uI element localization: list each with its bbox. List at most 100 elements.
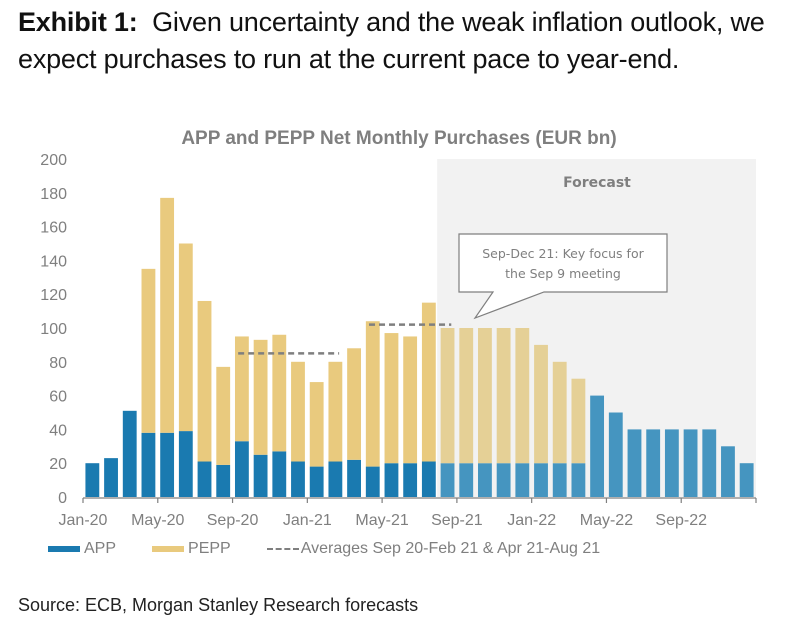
bar-app [459,463,474,497]
bar-pepp [291,361,305,462]
legend-swatch-averages [266,548,299,550]
bar-app [178,431,193,497]
bar-pepp [552,361,567,464]
x-axis: Jan-20 May-20 Sep-20 Jan-21 May-21 Sep-21 Jan-… [59,497,757,529]
y-tick-label: 60 [49,389,67,406]
chart-title: APP and PEPP Net Monthly Purchases (EUR … [181,128,617,149]
y-tick-label: 200 [40,152,67,169]
bar-pepp [141,268,156,433]
bar-pepp [496,328,511,464]
y-tick-label: 160 [40,220,67,237]
exhibit-label: Exhibit 1: [18,7,138,37]
bars [85,197,754,497]
bar-app [216,464,231,497]
bar-app [534,463,548,497]
x-tick-label: Jan-22 [507,512,556,529]
y-tick-label: 40 [49,422,67,439]
bar-pepp [440,328,455,464]
legend-swatch-app [48,546,80,552]
x-tick-label: Jan-21 [283,512,332,529]
y-tick-label: 140 [40,253,67,270]
exhibit-text: Given uncertainty and the weak inflation… [18,7,765,74]
chart: Forecast 0 20 40 60 80 100 120 140 160 180 200 Jan… [40,152,757,529]
bar-app [122,410,137,497]
bar-app [365,466,380,497]
bar-pepp [309,382,324,467]
bar-pepp [216,366,231,465]
callout-box [458,233,668,320]
bar-app [590,395,605,497]
bar-app [197,461,212,497]
bar-pepp [197,300,212,462]
bar-app [85,463,100,497]
bar-app [664,429,679,497]
x-tick-label: Sep-22 [655,512,707,529]
bar-pepp [515,328,530,464]
x-tick-label: Sep-21 [431,512,483,529]
bar-pepp [534,344,548,464]
bar-pepp [253,339,268,455]
x-tick-label: May-22 [580,512,633,529]
legend-label-averages: Averages Sep 20-Feb 21 & Apr 21-Aug 21 [300,540,601,557]
bar-app [141,432,156,497]
bar-app [440,463,455,497]
bar-app [552,463,567,497]
bar-app [627,429,642,497]
bar-app [571,463,586,497]
bar-app [478,463,492,497]
legend-label-pepp: PEPP [188,540,231,557]
bar-app [291,461,305,497]
bar-pepp [421,302,436,462]
callout: Sep-Dec 21: Key focus for the Sep 9 meet… [458,233,668,320]
legend-swatch-pepp [152,546,185,552]
bar-app [309,466,324,497]
bar-pepp [347,348,361,460]
y-tick-label: 20 [49,456,67,473]
bar-pepp [571,378,586,464]
bar-pepp [478,328,492,464]
bar-app [104,458,118,497]
bar-app [253,454,268,497]
bar-app [721,446,735,497]
legend: APP PEPP Averages Sep 20-Feb 21 & Apr 21… [48,540,636,558]
legend-item-pepp: PEPP [152,540,231,558]
bar-app [160,432,175,497]
y-tick-label: 0 [58,490,67,507]
bar-app [496,463,511,497]
bar-pepp [365,321,380,467]
bar-app [646,429,661,497]
bar-pepp [328,361,343,462]
bar-app [702,429,717,497]
source-note: Source: ECB, Morgan Stanley Research for… [18,595,419,615]
x-tick-label: May-21 [355,512,408,529]
bar-pepp [403,336,418,464]
bar-app [421,461,436,497]
bar-app [384,463,399,497]
bar-app [515,463,530,497]
bar-app [403,463,418,497]
x-tick-label: Sep-20 [207,512,259,529]
legend-label-app: APP [84,540,117,557]
bar-pepp [160,197,175,433]
legend-item-app: APP [48,540,116,558]
bar-app [272,451,287,497]
y-tick-label: 120 [40,287,67,304]
callout-text-line1: Sep-Dec 21: Key focus for [482,246,644,261]
bar-pepp [234,336,249,442]
bar-pepp [272,334,287,452]
y-tick-label: 100 [40,321,67,338]
bar-pepp [178,243,193,432]
callout-text-line2: the Sep 9 meeting [505,266,621,281]
legend-item-averages: Averages Sep 20-Feb 21 & Apr 21-Aug 21 [266,540,601,558]
bar-pepp [384,333,399,464]
bar-app [683,429,698,497]
y-tick-label: 80 [49,355,67,372]
exhibit-heading: Exhibit 1: Given uncertainty and the wea… [18,4,788,78]
bar-app [347,459,361,497]
bar-app [608,412,623,497]
bar-app [328,461,343,497]
bar-app [739,463,754,497]
forecast-label: Forecast [563,175,631,191]
x-tick-label: Jan-20 [59,512,108,529]
y-tick-label: 180 [40,186,67,203]
